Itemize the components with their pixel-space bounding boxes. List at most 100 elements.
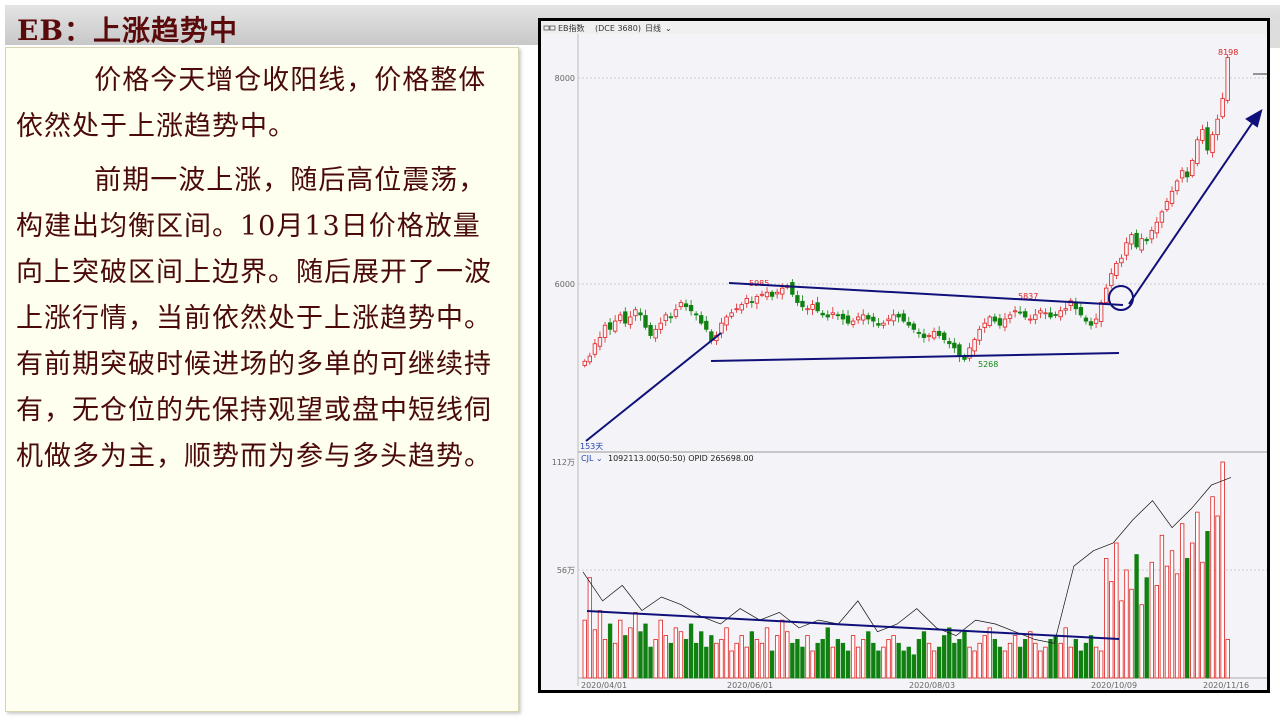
candle [759, 293, 765, 296]
candle [612, 320, 618, 332]
candle [891, 314, 896, 322]
volume-bar [1002, 650, 1008, 679]
volume-bar [911, 654, 917, 679]
volume-bar [769, 650, 775, 679]
volume-bar [916, 639, 922, 679]
volume-bar [921, 631, 927, 679]
candle [780, 287, 785, 295]
volume-bar [643, 623, 648, 679]
volume-bar [835, 639, 841, 679]
candle [683, 303, 689, 308]
volume-bar [1007, 642, 1013, 679]
candle [987, 316, 992, 327]
volume-bar [1144, 577, 1149, 679]
candle [896, 313, 901, 318]
label-mid-high: 5837 [1018, 292, 1038, 301]
candle [906, 321, 911, 326]
volume-bar [1210, 496, 1215, 679]
candle [1033, 314, 1038, 321]
candle [866, 315, 871, 320]
volume-bar [668, 642, 674, 679]
candle [921, 333, 927, 338]
volume-bar [957, 639, 962, 679]
chevron-down-icon[interactable]: ⌄ [665, 24, 672, 33]
volume-bar [1225, 639, 1230, 679]
candle [1109, 273, 1114, 287]
volume-bar [936, 646, 942, 679]
volume-bar [1048, 639, 1053, 679]
candle [618, 314, 623, 321]
period-selector[interactable]: 日线 [645, 23, 661, 33]
candle [1169, 190, 1175, 204]
volume-bar [997, 646, 1003, 679]
candle [845, 315, 851, 324]
candle [1154, 221, 1160, 234]
candle [648, 325, 653, 336]
chart-menu-icon[interactable] [543, 25, 556, 31]
volume-bar [1159, 534, 1165, 679]
candle [704, 320, 709, 330]
label-range-high: 5985 [749, 279, 769, 288]
candle [1205, 127, 1210, 151]
candle [901, 313, 906, 322]
volume-bar [1114, 542, 1119, 679]
volume-bar [931, 650, 937, 679]
candle [1048, 312, 1053, 318]
candle [769, 291, 775, 297]
candle [886, 318, 891, 322]
volume-bar [1012, 635, 1018, 679]
open-interest-line [582, 477, 1232, 644]
candle [663, 314, 668, 322]
volume-bar [719, 639, 724, 679]
volume-bar [1063, 627, 1068, 679]
candle [749, 301, 755, 303]
candle [1068, 300, 1073, 307]
price-tick: 8000 [555, 74, 575, 83]
volume-bar [749, 631, 755, 679]
candle [1144, 238, 1149, 242]
symbol-name: EB指数 [558, 23, 585, 33]
volume-bar [628, 627, 633, 679]
candle [744, 298, 749, 304]
candle [587, 355, 593, 363]
volume-bar [739, 635, 744, 679]
volume-bar [790, 642, 795, 679]
volume-bar [1190, 542, 1195, 679]
candle [1104, 287, 1109, 303]
kline-chart[interactable]: EB指数 (DCE 3680) 日线 ⌄ 8000 6000 112万 56万 … [541, 21, 1267, 690]
volume-bar [886, 639, 891, 679]
candle [1083, 317, 1089, 322]
label-high: 8198 [1218, 48, 1238, 57]
volume-bar [982, 635, 987, 679]
candle [997, 318, 1003, 326]
volume-bar [658, 619, 663, 679]
volume-bar [592, 629, 598, 679]
volume-bar [1195, 511, 1200, 679]
volume-bar [1200, 561, 1205, 679]
candle [1093, 318, 1099, 324]
volume-bar [780, 619, 785, 679]
volume-bar [693, 642, 699, 679]
volume-bar [850, 635, 856, 679]
candle [881, 322, 886, 326]
volume-bar [724, 627, 729, 679]
volume-bar [906, 646, 911, 679]
candle [855, 316, 861, 321]
candle [1225, 57, 1230, 101]
volume-bar [1129, 588, 1134, 679]
price-tick: 6000 [555, 280, 575, 289]
candle [1200, 129, 1205, 141]
candle [1053, 314, 1058, 316]
volume-bar [714, 642, 719, 679]
date-tick: 2020/04/01 [581, 681, 627, 690]
candle [643, 315, 648, 328]
volume-bar [754, 639, 760, 679]
candle [977, 328, 982, 341]
kline-chart-panel[interactable]: EB指数 (DCE 3680) 日线 ⌄ 8000 6000 112万 56万 … [538, 18, 1270, 693]
volume-bar [785, 631, 790, 679]
volume-bar [774, 635, 780, 679]
cjl-selector[interactable]: CJL ⌄ [581, 454, 603, 463]
volume-bar [967, 646, 972, 679]
paragraph-1: 价格今天增仓收阳线，价格整体依然处于上涨趋势中。 [16, 65, 487, 142]
volume-bar [1058, 642, 1063, 679]
